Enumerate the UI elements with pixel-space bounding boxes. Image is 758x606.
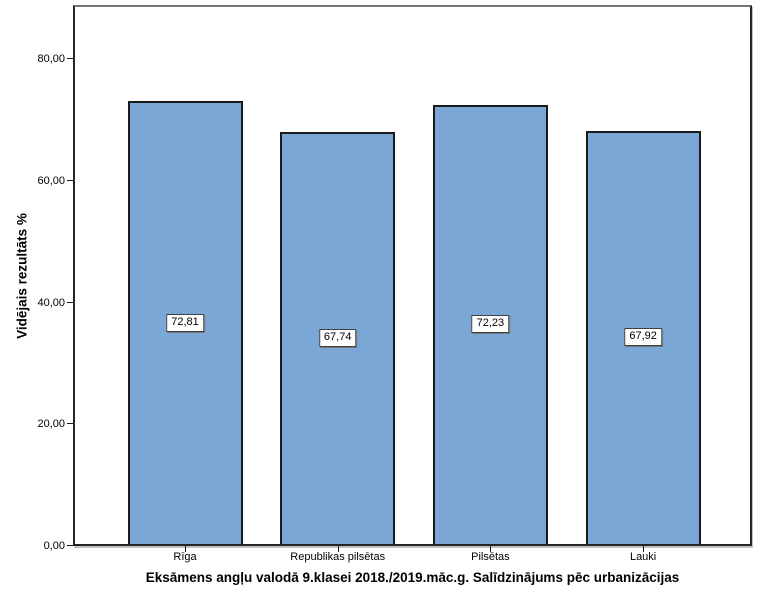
y-tick-label: 0,00 [43, 540, 65, 552]
category-label-3: Pilsētas [471, 551, 510, 563]
y-tick-mark [67, 423, 73, 425]
x-tick-mark [643, 546, 645, 552]
category-label-2: Republikas pilsētas [290, 551, 386, 563]
bar-value-label: 67,92 [624, 328, 662, 347]
category-label-4: Lauki [629, 551, 657, 563]
x-tick-mark [337, 546, 339, 552]
bar-value-label: 67,74 [318, 328, 357, 347]
category-label-1: Rīga [173, 551, 197, 563]
y-tick-label: 20,00 [37, 418, 65, 431]
x-tick-mark [490, 546, 492, 552]
y-tick-mark [67, 545, 73, 546]
y-tick-mark [67, 179, 73, 181]
bar-value-label: 72,23 [471, 315, 510, 334]
plot-area: 72,81 67,74 72,23 67,92 [73, 5, 752, 546]
y-tick-mark [67, 301, 73, 303]
x-tick-mark [185, 546, 186, 552]
y-tick-mark [67, 58, 73, 60]
y-tick-label: 60,00 [37, 174, 65, 187]
bar-value-label: 72,81 [166, 313, 204, 332]
y-tick-label: 80,00 [37, 53, 65, 66]
x-axis-title: Eksāmens angļu valodā 9.klasei 2018./201… [145, 570, 680, 585]
y-tick-label: 40,00 [37, 296, 65, 309]
y-axis-title: Vidējais rezultāts % [14, 213, 30, 339]
